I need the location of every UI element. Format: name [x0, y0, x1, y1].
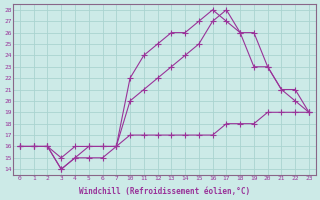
X-axis label: Windchill (Refroidissement éolien,°C): Windchill (Refroidissement éolien,°C)	[79, 187, 250, 196]
